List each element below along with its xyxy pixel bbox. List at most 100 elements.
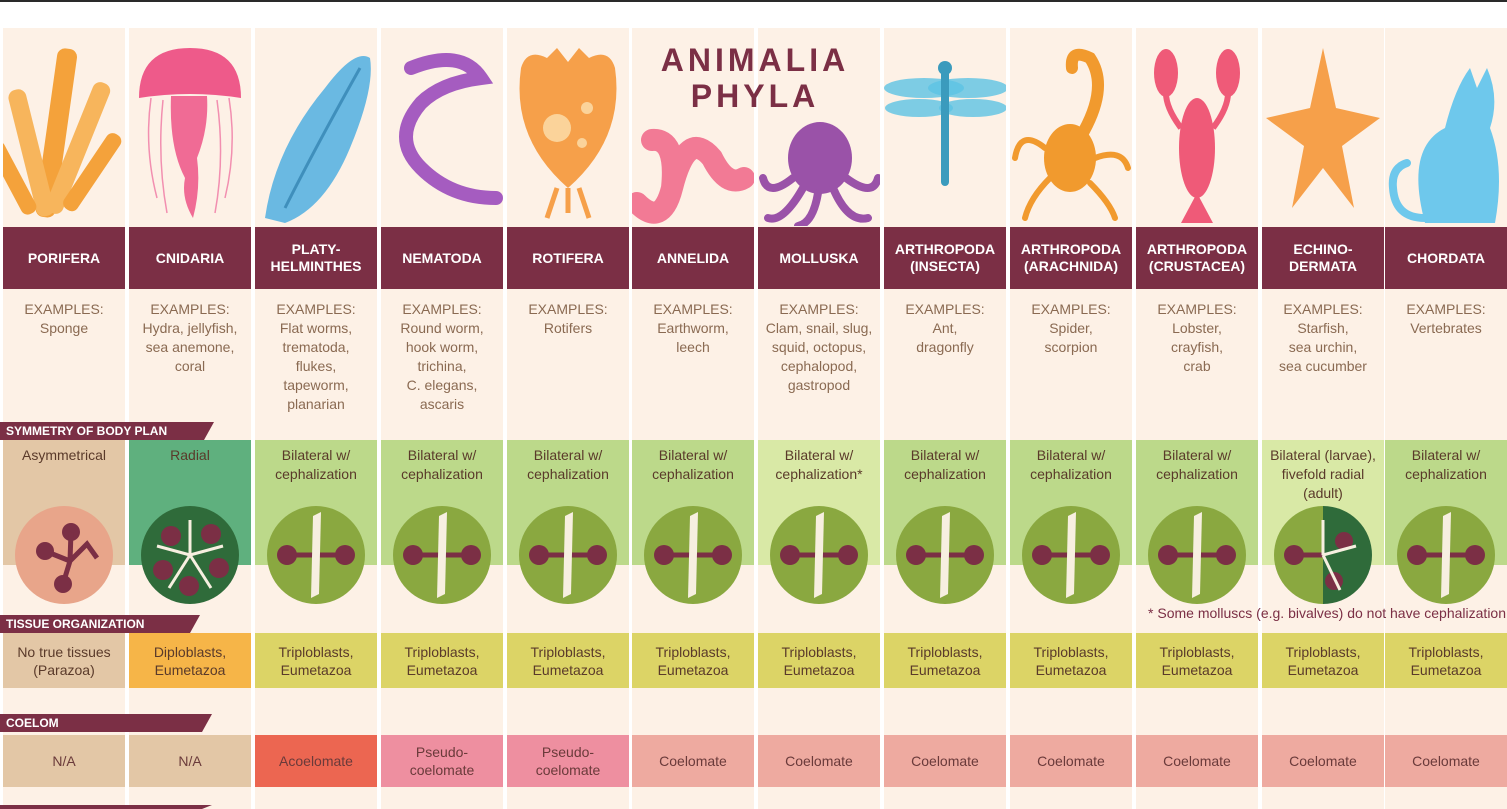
coelom-line: Coelomate bbox=[1289, 753, 1357, 769]
coelom-cell: Coelomate bbox=[1262, 735, 1384, 787]
symmetry-line: Asymmetrical bbox=[21, 447, 106, 463]
coelom-cell: Coelomate bbox=[632, 735, 754, 787]
example-line: Lobster, bbox=[1172, 320, 1222, 336]
symmetry-line: Bilateral w/ bbox=[1162, 447, 1232, 463]
phylum-name-line: PORIFERA bbox=[27, 249, 101, 266]
coelom-line: Pseudo- bbox=[541, 744, 595, 760]
phylum-name-line: ARTHROPODA bbox=[1146, 241, 1248, 257]
phylum-header: PORIFERA bbox=[3, 227, 125, 289]
phylum-header: MOLLUSKA bbox=[758, 227, 880, 289]
tissue-line: Eumetazoa bbox=[406, 661, 478, 678]
coelom-line: N/A bbox=[52, 753, 76, 769]
coelom-cell: Acoelomate bbox=[255, 735, 377, 787]
coelom-line: Coelomate bbox=[1163, 753, 1231, 769]
phylum-name-line: ROTIFERA bbox=[532, 249, 604, 266]
symmetry-line: (adult) bbox=[1303, 485, 1343, 501]
example-line: sea anemone, bbox=[145, 339, 235, 355]
example-line: sea cucumber bbox=[1279, 358, 1367, 374]
example-line: Flat worms, bbox=[279, 320, 353, 336]
symmetry-line: cephalization* bbox=[775, 466, 863, 482]
coelom-cell: Pseudo-coelomate bbox=[381, 735, 503, 787]
symmetry-icon bbox=[267, 506, 365, 604]
examples-cell: EXAMPLES: Flat worms, trematoda, flukes, tap… bbox=[255, 300, 377, 416]
coelom-line: coelomate bbox=[409, 762, 475, 778]
phylum-name-line: CHORDATA bbox=[1406, 249, 1486, 266]
example-line: hook worm, bbox=[405, 339, 479, 355]
example-line: squid, octopus, bbox=[771, 339, 867, 355]
section-label-symmetry: SYMMETRY OF BODY PLAN bbox=[0, 422, 214, 440]
coelom-line: Coelomate bbox=[1412, 753, 1480, 769]
examples-label: EXAMPLES: bbox=[1283, 301, 1363, 317]
example-line: sea urchin, bbox=[1288, 339, 1358, 355]
tissue-line: Eumetazoa bbox=[1161, 661, 1233, 678]
examples-cell: EXAMPLES: Lobster, crayfish, crab bbox=[1136, 300, 1258, 416]
example-line: Round worm, bbox=[400, 320, 484, 336]
tissue-cell: Triploblasts, Eumetazoa bbox=[507, 633, 629, 688]
example-line: crayfish, bbox=[1170, 339, 1224, 355]
examples-label: EXAMPLES: bbox=[276, 301, 356, 317]
coelom-line: Coelomate bbox=[1037, 753, 1105, 769]
symmetry-icon bbox=[1397, 506, 1495, 604]
symmetry-line: cephalization bbox=[275, 466, 357, 482]
tissue-line: Triploblasts, bbox=[530, 643, 606, 660]
example-line: dragonfly bbox=[916, 339, 974, 355]
coelom-line: Coelomate bbox=[911, 753, 979, 769]
section-label-next bbox=[0, 805, 212, 809]
coelom-cell: Pseudo-coelomate bbox=[507, 735, 629, 787]
symmetry-line: cephalization bbox=[1030, 466, 1112, 482]
top-border bbox=[0, 0, 1507, 2]
tissue-line: Triploblasts, bbox=[1033, 643, 1109, 660]
symmetry-line: cephalization bbox=[401, 466, 483, 482]
phylum-name-line: NEMATODA bbox=[402, 249, 482, 266]
example-line: Hydra, jellyfish, bbox=[142, 320, 238, 336]
tissue-line: No true tissues bbox=[17, 643, 111, 660]
tissue-cell: Triploblasts, Eumetazoa bbox=[1010, 633, 1132, 688]
footnote: * Some molluscs (e.g. bivalves) do not h… bbox=[1148, 605, 1506, 621]
example-line: cephalopod, bbox=[780, 358, 858, 374]
coelom-cell: Coelomate bbox=[884, 735, 1006, 787]
examples-label: EXAMPLES: bbox=[1157, 301, 1237, 317]
symmetry-icon bbox=[644, 506, 742, 604]
sponge-illustration bbox=[3, 28, 125, 226]
rotifer-illustration bbox=[507, 28, 629, 226]
example-line: crab bbox=[1183, 358, 1211, 374]
example-line: trematoda, bbox=[282, 339, 350, 355]
symmetry-line: cephalization bbox=[904, 466, 986, 482]
phylum-name-line: (ARACHNIDA) bbox=[1023, 258, 1119, 274]
example-line: Sponge bbox=[39, 320, 89, 336]
example-line: Spider, bbox=[1049, 320, 1093, 336]
example-line: Earthworm, bbox=[657, 320, 729, 336]
example-line: scorpion bbox=[1044, 339, 1098, 355]
example-line: coral bbox=[174, 358, 206, 374]
symmetry-line: Bilateral w/ bbox=[910, 447, 980, 463]
phylum-name-line: ARTHROPODA bbox=[894, 241, 996, 257]
tissue-line: Triploblasts, bbox=[1285, 643, 1361, 660]
phylum-header: ARTHROPODA (ARACHNIDA) bbox=[1010, 227, 1132, 289]
phylum-header: CNIDARIA bbox=[129, 227, 251, 289]
tissue-line: Triploblasts, bbox=[1408, 643, 1484, 660]
example-line: Ant, bbox=[932, 320, 958, 336]
coelom-cell: N/A bbox=[129, 735, 251, 787]
examples-cell: EXAMPLES: Earthworm, leech bbox=[632, 300, 754, 416]
examples-label: EXAMPLES: bbox=[905, 301, 985, 317]
examples-cell: EXAMPLES: Hydra, jellyfish, sea anemone, co… bbox=[129, 300, 251, 416]
symmetry-line: Bilateral w/ bbox=[784, 447, 854, 463]
phylum-name-line: CNIDARIA bbox=[155, 249, 225, 266]
page-title: ANIMALIA PHYLA bbox=[660, 42, 850, 114]
symmetry-icon bbox=[141, 506, 239, 604]
tissue-line: Eumetazoa bbox=[657, 661, 729, 678]
phylum-header: ANNELIDA bbox=[632, 227, 754, 289]
coelom-cell: N/A bbox=[3, 735, 125, 787]
tissue-line: Diploblasts, bbox=[153, 643, 227, 660]
example-line: Starfish, bbox=[1297, 320, 1349, 336]
section-label-tissue: TISSUE ORGANIZATION bbox=[0, 615, 200, 633]
tissue-cell: Triploblasts, Eumetazoa bbox=[1262, 633, 1384, 688]
symmetry-line: Bilateral w/ bbox=[658, 447, 728, 463]
symmetry-line: cephalization bbox=[1405, 466, 1487, 482]
section-label-coelom: COELOM bbox=[0, 714, 212, 732]
symmetry-line: Radial bbox=[170, 447, 210, 463]
flatworm-illustration bbox=[255, 28, 377, 226]
coelom-cell: Coelomate bbox=[1136, 735, 1258, 787]
coelom-line: Pseudo- bbox=[415, 744, 469, 760]
coelom-cell: Coelomate bbox=[1010, 735, 1132, 787]
